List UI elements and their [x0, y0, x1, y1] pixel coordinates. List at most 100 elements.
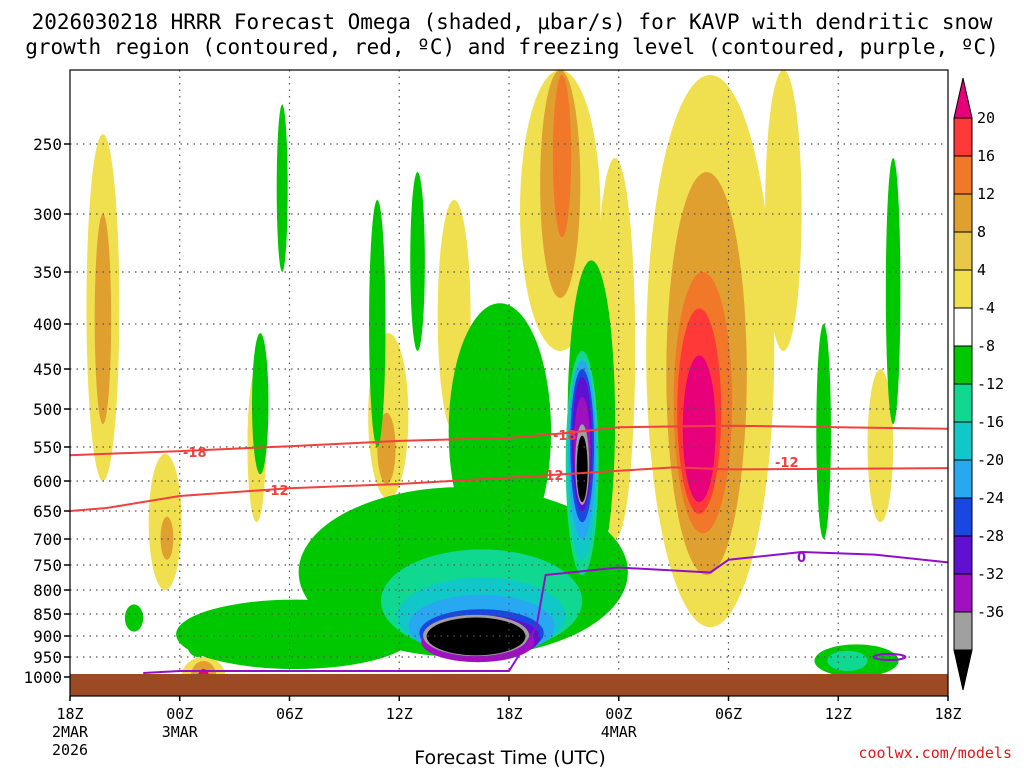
y-tick-label-800: 800 — [33, 581, 62, 600]
colorbar-segment-13 — [953, 611, 973, 651]
colorbar-segment-5 — [953, 307, 973, 347]
colorbar-label-12: -32 — [977, 565, 1004, 583]
y-tick-label-850: 850 — [33, 605, 62, 624]
terrain-surface — [70, 674, 948, 696]
isotherm-minus18-label-left: -18 — [183, 446, 207, 461]
contour-lines — [70, 424, 948, 674]
omega-region-10-13 — [377, 412, 396, 484]
y-tick-label-250: 250 — [33, 135, 62, 154]
chart-title-line1: 2026030218 HRRR Forecast Omega (shaded, … — [32, 10, 993, 34]
omega-region-6-8 — [765, 70, 802, 351]
colorbar-label-1: 16 — [977, 147, 995, 165]
colorbar-label-5: -4 — [977, 299, 995, 317]
colorbar-segment-2 — [953, 193, 973, 233]
x-tick-label-18: 12Z — [386, 705, 413, 723]
isotherm-minus12-line — [70, 466, 948, 512]
x-tick-label-6: 00Z — [166, 705, 193, 723]
omega-region-14-18 — [552, 74, 572, 238]
colorbar-segment-7 — [953, 383, 973, 423]
y-tick-label-450: 450 — [33, 360, 62, 379]
colorbar-segment-9 — [953, 459, 973, 499]
freezing-level-line — [143, 551, 948, 674]
omega-region-22-20 — [682, 355, 716, 502]
colorbar-bottom-arrow — [953, 649, 973, 691]
freezing-level-loop — [872, 653, 907, 661]
omega-region--6-31 — [187, 631, 210, 657]
omega-shading — [86, 70, 901, 696]
y-tick-label-900: 900 — [33, 627, 62, 646]
colorbar-label-2: 12 — [977, 185, 995, 203]
omega-region-6-9 — [867, 369, 894, 523]
omega-region-10-11 — [94, 214, 112, 425]
x-tick-date-6: 3MAR — [162, 723, 199, 741]
omega-region--6-24 — [448, 303, 552, 560]
isotherm-minus18-label-mid: -18 — [553, 429, 577, 444]
freezing-level-label: 0 — [797, 551, 806, 566]
x-tick-label-12: 06Z — [276, 705, 303, 723]
isotherm-minus12-label-mid: -12 — [540, 469, 564, 484]
colorbar: 20 16 12 8 4 -4 -8 -12 -16 -20 -24 -28 -32 -36 — [953, 77, 1004, 691]
colorbar-segment-4 — [953, 269, 973, 309]
colorbar-segment-6 — [953, 345, 973, 385]
omega-region-10-12 — [160, 516, 174, 560]
y-axis: 250 300 350 400 450 500 550 600 650 700 750 800 850 9… — [23, 135, 70, 687]
omega-region--6-25 — [176, 599, 414, 669]
omega-region--6-27 — [252, 333, 269, 475]
credit-text: coolwx.com/models — [858, 744, 1012, 762]
isotherm-minus12-label-left: -12 — [265, 484, 289, 499]
omega-region--6-32 — [885, 158, 901, 425]
chart-title-line2: growth region (contoured, red, ºC) and f… — [25, 35, 999, 59]
colorbar-label-3: 8 — [977, 223, 986, 241]
colorbar-label-6: -8 — [977, 337, 995, 355]
colorbar-segment-0 — [953, 117, 973, 157]
x-tick-date-0: 2MAR — [52, 723, 89, 741]
colorbar-label-9: -20 — [977, 451, 1004, 469]
y-tick-label-750: 750 — [33, 556, 62, 575]
x-tick-label-42: 12Z — [825, 705, 852, 723]
omega-region--38-50 — [426, 617, 526, 656]
y-tick-label-950: 950 — [33, 648, 62, 667]
colorbar-label-11: -28 — [977, 527, 1004, 545]
x-tick-label-0: 18Z — [56, 705, 83, 723]
x-axis-label: Forecast Time (UTC) — [414, 747, 605, 768]
x-tick-year-0: 2026 — [52, 741, 88, 759]
x-tick-label-36: 06Z — [715, 705, 742, 723]
colorbar-label-10: -24 — [977, 489, 1004, 507]
x-tick-label-48: 18Z — [934, 705, 961, 723]
colorbar-segment-8 — [953, 421, 973, 461]
y-tick-label-1000: 1000 — [23, 668, 62, 687]
x-tick-label-30: 00Z — [605, 705, 632, 723]
colorbar-segment-3 — [953, 231, 973, 271]
colorbar-top-arrow — [953, 77, 973, 119]
y-tick-label-300: 300 — [33, 205, 62, 224]
colorbar-segment-11 — [953, 535, 973, 575]
omega-region--38-51 — [576, 435, 588, 502]
y-tick-label-550: 550 — [33, 438, 62, 457]
x-tick-date-30: 4MAR — [601, 723, 638, 741]
x-tick-label-24: 18Z — [495, 705, 522, 723]
colorbar-label-0: 20 — [977, 109, 995, 127]
colorbar-label-13: -36 — [977, 603, 1004, 621]
isotherm-minus18-line — [70, 424, 948, 457]
colorbar-label-4: 4 — [977, 261, 986, 279]
y-tick-label-500: 500 — [33, 400, 62, 419]
y-tick-label-400: 400 — [33, 315, 62, 334]
y-tick-label-700: 700 — [33, 530, 62, 549]
omega-region--6-34 — [816, 324, 831, 539]
colorbar-label-7: -12 — [977, 375, 1004, 393]
colorbar-segment-1 — [953, 155, 973, 195]
omega-region--10-37 — [827, 650, 868, 671]
colorbar-segment-10 — [953, 497, 973, 537]
y-tick-label-600: 600 — [33, 472, 62, 491]
omega-region--6-28 — [410, 172, 425, 351]
y-tick-label-350: 350 — [33, 263, 62, 282]
omega-region--6-30 — [124, 604, 144, 632]
y-tick-label-650: 650 — [33, 502, 62, 521]
colorbar-segment-12 — [953, 573, 973, 613]
omega-region--6-29 — [369, 200, 386, 447]
omega-region--6-26 — [276, 104, 288, 273]
isotherm-minus12-label-right: -12 — [775, 456, 799, 471]
grid-lines — [70, 70, 948, 696]
